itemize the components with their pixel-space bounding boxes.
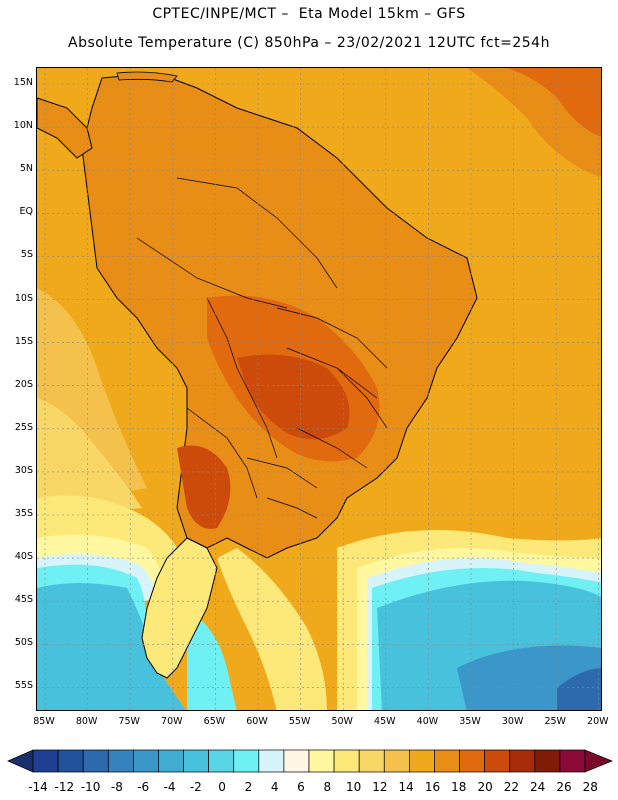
colorbar-tick-label: 16 bbox=[424, 780, 441, 794]
lat-label: 35S bbox=[14, 508, 33, 519]
colorbar-tick-label: 24 bbox=[530, 780, 546, 794]
country-borders bbox=[136, 177, 388, 519]
lon-label: 40W bbox=[416, 716, 439, 727]
lon-label: 55W bbox=[288, 716, 311, 727]
warm-ne-region bbox=[507, 68, 601, 138]
colorbar-tick-label: -14 bbox=[28, 780, 48, 794]
colorbar-tick-label: -10 bbox=[80, 780, 101, 794]
lon-label: 70W bbox=[161, 716, 183, 727]
lon-label: 25W bbox=[544, 716, 566, 727]
colorbar-tick-label: 8 bbox=[323, 780, 332, 794]
colorbar-segment bbox=[32, 749, 59, 773]
colorbar-segment bbox=[559, 749, 586, 773]
colorbar-min-arrow bbox=[7, 749, 34, 773]
colorbar-segment bbox=[107, 749, 134, 773]
colorbar-tick-label: 20 bbox=[477, 780, 493, 794]
lat-label: 20S bbox=[14, 378, 33, 390]
colorbar-segment bbox=[358, 749, 385, 773]
lon-label: 60W bbox=[246, 716, 268, 727]
colorbar-tick-label: 2 bbox=[244, 780, 253, 794]
colorbar-segment bbox=[133, 749, 159, 773]
colorbar-segment bbox=[534, 749, 561, 773]
lat-label: 10N bbox=[13, 120, 33, 132]
map-title-line1: CPTEC/INPE/MCT – Eta Model 15km – GFS bbox=[152, 6, 466, 22]
colorbar-tick-label: 12 bbox=[372, 780, 388, 794]
colorbar-segment bbox=[459, 749, 485, 773]
colorbar-segment bbox=[233, 749, 260, 773]
lon-label: 75W bbox=[118, 716, 140, 727]
colorbar-tick-label: -2 bbox=[189, 780, 202, 794]
graticule-grid bbox=[37, 68, 601, 710]
colorbar-tick-label: 26 bbox=[556, 780, 572, 794]
colorbar-segment bbox=[333, 749, 360, 773]
lon-label: 85W bbox=[33, 716, 55, 727]
colorbar-segment bbox=[383, 749, 410, 773]
colorbar-segment bbox=[283, 749, 310, 773]
colorbar-tick-label: 0 bbox=[218, 780, 226, 794]
lon-label: 50W bbox=[331, 716, 353, 727]
colorbar-max-arrow bbox=[584, 749, 613, 773]
cold-south-pacific bbox=[37, 583, 186, 710]
colorbar-tick-label: -6 bbox=[137, 780, 150, 794]
colorbar-segment bbox=[434, 749, 460, 773]
colorbar-segment bbox=[409, 749, 435, 773]
colorbar-tick-label: -4 bbox=[163, 780, 176, 794]
colorbar-tick-label: 28 bbox=[582, 780, 598, 794]
lat-label: 45S bbox=[14, 594, 33, 606]
lat-label: 15S bbox=[14, 335, 33, 347]
lat-label: 55S bbox=[14, 680, 33, 692]
patagonia-land bbox=[141, 537, 218, 679]
colorbar-segment bbox=[158, 749, 184, 773]
lat-label: 5S bbox=[20, 249, 33, 261]
lon-label: 35W bbox=[459, 716, 481, 727]
lat-label: 10S bbox=[14, 292, 33, 304]
lat-label: EQ bbox=[19, 206, 33, 218]
colorbar-segment bbox=[183, 749, 209, 773]
colorbar-segment bbox=[509, 749, 536, 773]
lon-label: 80W bbox=[75, 716, 98, 727]
colorbar-tick-label: 14 bbox=[398, 780, 414, 794]
colorbar-tick-label: 18 bbox=[451, 780, 467, 794]
map-title-line2: Absolute Temperature (C) 850hPa – 23/02/… bbox=[68, 35, 550, 51]
temperature-colorbar bbox=[7, 749, 613, 773]
colorbar-tick-label: 10 bbox=[345, 780, 362, 794]
colorbar-segment bbox=[308, 749, 335, 773]
lon-label: 45W bbox=[374, 716, 396, 727]
lat-label: 40S bbox=[14, 551, 33, 563]
colorbar-tick-label: 22 bbox=[503, 780, 520, 794]
map-frame bbox=[36, 67, 602, 711]
colorbar-segment bbox=[258, 749, 285, 773]
lon-label: 65W bbox=[203, 716, 226, 727]
colorbar-segment bbox=[208, 749, 235, 773]
lat-label: 50S bbox=[14, 637, 33, 649]
lon-label: 20W bbox=[587, 716, 609, 727]
colorbar-segment bbox=[82, 749, 109, 773]
temperature-map bbox=[37, 68, 601, 710]
colorbar-tick-label: 4 bbox=[270, 780, 279, 794]
colorbar-segment bbox=[484, 749, 511, 773]
lat-label: 30S bbox=[14, 464, 33, 476]
lon-label: 30W bbox=[501, 716, 524, 727]
colorbar-tick-label: 6 bbox=[297, 780, 305, 794]
lat-label: 5N bbox=[19, 163, 33, 175]
colorbar-tick-label: -8 bbox=[110, 780, 123, 794]
colorbar-segment bbox=[57, 749, 84, 773]
central-america-land bbox=[37, 97, 93, 159]
colorbar-tick-label: -12 bbox=[54, 780, 75, 794]
lat-label: 15N bbox=[13, 77, 33, 88]
lat-label: 25S bbox=[14, 421, 33, 433]
